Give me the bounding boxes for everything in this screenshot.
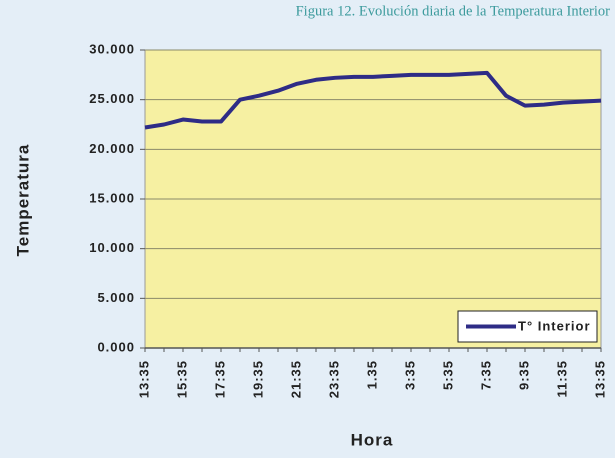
x-tick-label: 15:35 [174, 360, 189, 398]
y-tick-label: 25.000 [89, 91, 135, 106]
x-axis-label: Hora [351, 430, 394, 449]
y-tick-label: 20.000 [89, 141, 135, 156]
y-tick-label: 10.000 [89, 240, 135, 255]
y-tick-label: 0.000 [97, 339, 135, 354]
x-tick-label: 11:35 [554, 360, 569, 398]
x-tick-label: 3:35 [402, 360, 417, 390]
x-tick-label: 23:35 [326, 360, 341, 398]
y-tick-label: 30.000 [89, 41, 135, 56]
y-axis-label: Temperatura [13, 144, 32, 257]
x-tick-label: 13:35 [592, 360, 607, 398]
y-tick-label: 15.000 [89, 190, 135, 205]
legend-label: T° Interior [518, 318, 591, 333]
x-tick-label: 1.35 [364, 360, 379, 389]
x-tick-label: 5:35 [440, 360, 455, 390]
x-tick-label: 21:35 [288, 360, 303, 398]
data-line [144, 70, 602, 130]
x-tick-label: 13:35 [136, 360, 151, 398]
x-tick-label: 9:35 [516, 360, 531, 390]
x-tick-label: 17:35 [212, 360, 227, 398]
x-tick-label: 7:35 [478, 360, 493, 390]
y-tick-label: 5.000 [97, 290, 135, 305]
chart-title: Figura 12. Evolución diaria de la Temper… [296, 3, 611, 19]
x-tick-label: 19:35 [250, 360, 265, 398]
